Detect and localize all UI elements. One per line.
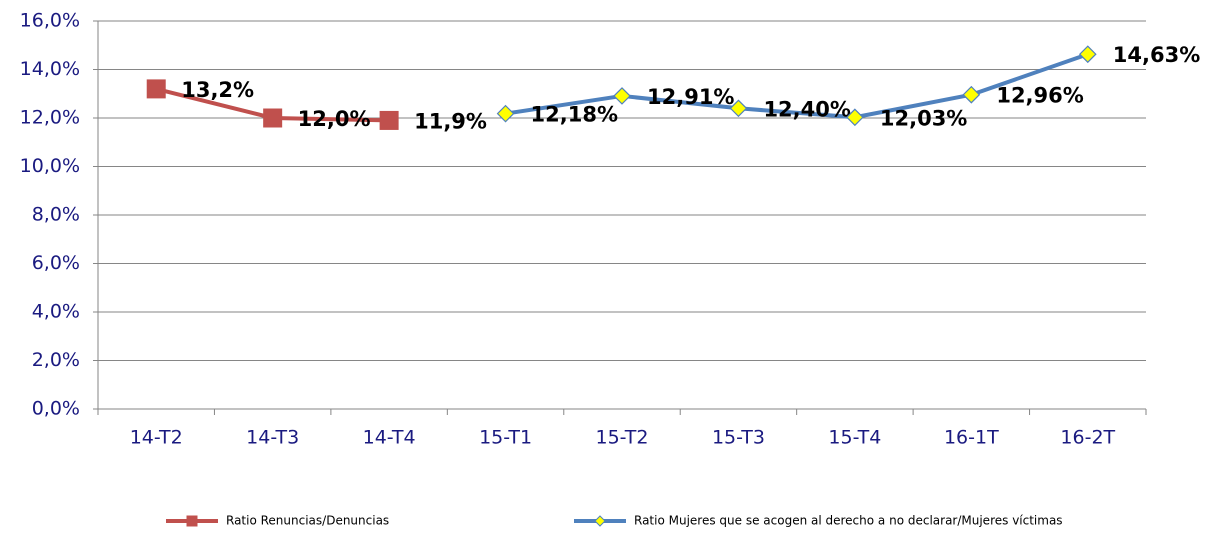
y-tick-label: 16,0% [20, 10, 80, 32]
y-tick-label: 10,0% [20, 155, 80, 177]
data-point [1078, 45, 1097, 64]
data-point [146, 79, 166, 99]
series-line [505, 52, 1089, 120]
data-point [379, 110, 399, 130]
data-point [263, 108, 283, 128]
x-tick-label: 14-T3 [246, 427, 299, 449]
legend-marker [594, 515, 606, 527]
y-tick-label: 12,0% [20, 107, 80, 129]
data-label: 12,40% [763, 97, 850, 121]
x-tick-label: 15-T1 [479, 427, 532, 449]
y-tick-label: 8,0% [32, 204, 80, 226]
data-point [962, 85, 981, 104]
data-point [729, 99, 748, 118]
y-tick-label: 4,0% [32, 301, 80, 323]
data-label: 13,2% [181, 78, 254, 102]
x-tick-label: 16-2T [1060, 427, 1115, 449]
x-tick-label: 15-T3 [712, 427, 765, 449]
x-tick-label: 16-1T [944, 427, 999, 449]
legend-label: Ratio Mujeres que se acogen al derecho a… [634, 514, 1063, 528]
x-tick-label: 15-T4 [828, 427, 881, 449]
x-tick-label: 14-T2 [130, 427, 183, 449]
legend-label: Ratio Renuncias/Denuncias [226, 514, 389, 528]
data-label: 12,0% [298, 107, 371, 131]
legend-marker [186, 515, 198, 527]
data-label: 14,63% [1113, 43, 1200, 67]
data-label: 11,9% [414, 109, 487, 133]
data-label: 12,03% [880, 106, 967, 130]
data-point [613, 87, 631, 105]
data-label: 12,18% [531, 103, 618, 127]
y-tick-label: 0,0% [32, 398, 80, 420]
y-tick-label: 6,0% [32, 252, 80, 274]
x-tick-label: 14-T4 [363, 427, 416, 449]
data-label: 12,91% [647, 85, 734, 109]
data-point [496, 104, 515, 123]
x-tick-label: 15-T2 [596, 427, 649, 449]
data-label: 12,96% [996, 84, 1083, 108]
y-tick-label: 2,0% [32, 349, 80, 371]
data-point [846, 108, 864, 127]
y-tick-label: 14,0% [20, 58, 80, 80]
